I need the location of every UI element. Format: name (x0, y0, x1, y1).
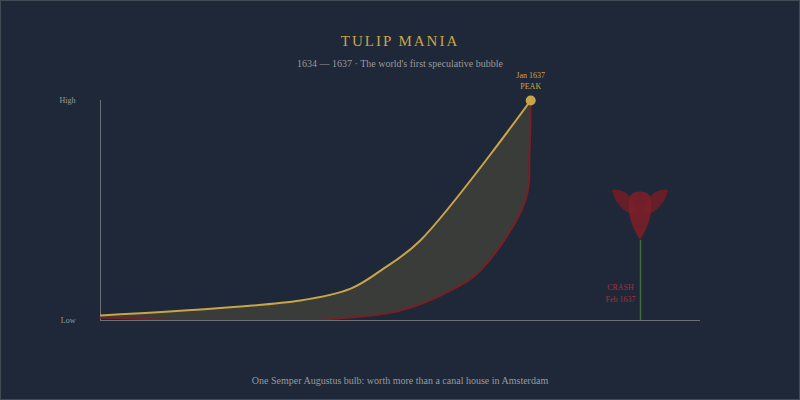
svg-text:Low: Low (61, 316, 76, 325)
svg-text:CRASH: CRASH (607, 283, 634, 292)
html-text:TULIP MANIA: TULIP MANIA (340, 33, 460, 49)
svg-text:High: High (60, 96, 76, 105)
svg-text:Jan 1637: Jan 1637 (516, 71, 545, 80)
html-text:1634 — 1637 · The world's firs: 1634 — 1637 · The world's first speculat… (297, 58, 503, 69)
svg-text:PEAK: PEAK (520, 82, 541, 91)
html-text:One Semper Augustus bulb: wort: One Semper Augustus bulb: worth more tha… (251, 375, 549, 386)
svg-text:Feb 1637: Feb 1637 (606, 295, 636, 304)
